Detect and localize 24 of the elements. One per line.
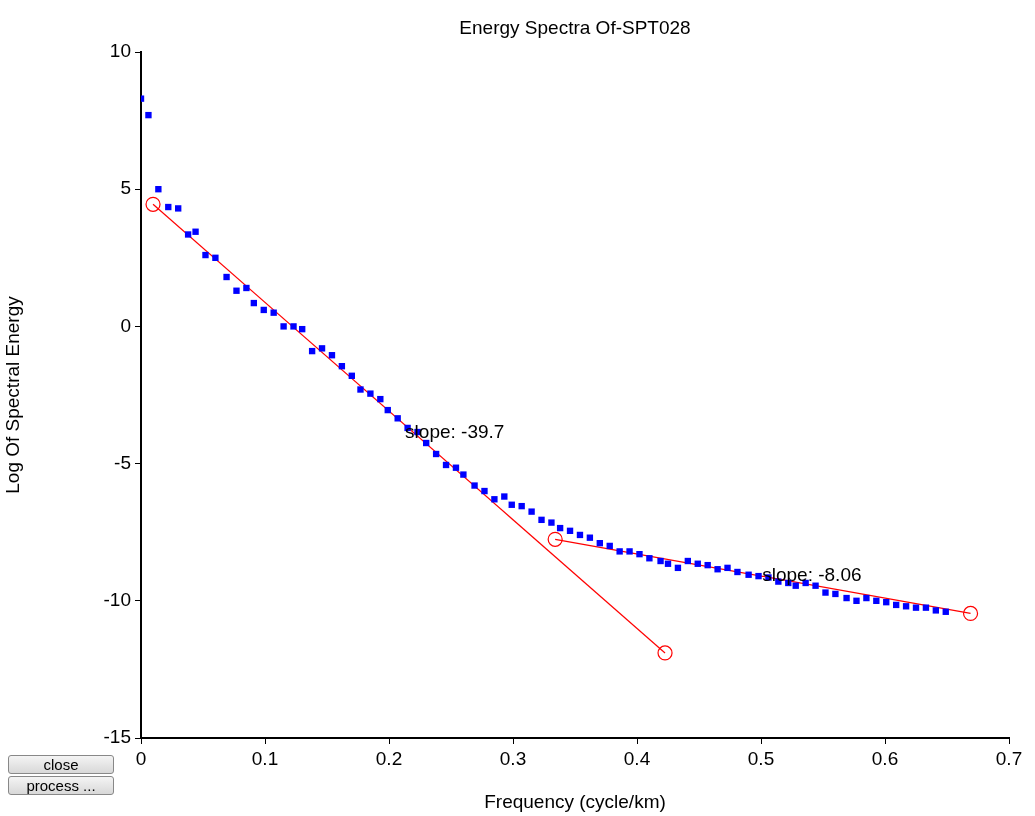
y-tick-label: -10 <box>103 589 131 611</box>
y-tick-label: 10 <box>109 40 131 62</box>
y-axis-title: Log Of Spectral Energy <box>1 295 23 494</box>
y-tick-label: -5 <box>114 451 131 473</box>
text: process ... <box>8 776 114 795</box>
x-tick-label: 0.3 <box>499 747 527 769</box>
point <box>657 645 673 661</box>
annotation: slope: -8.06 <box>762 563 862 585</box>
x-tick-label: 0.1 <box>251 747 279 769</box>
point <box>547 531 563 547</box>
y-tick-label: -15 <box>103 726 131 748</box>
x-tick-label: 0 <box>135 747 147 769</box>
text: close <box>8 755 114 774</box>
point <box>962 605 979 622</box>
x-axis-title: Frequency (cycle/km) <box>484 790 666 812</box>
chart-title: Energy Spectra Of-SPT028 <box>459 16 691 38</box>
x-tick-label: 0.6 <box>871 747 899 769</box>
y-tick-label: 5 <box>120 177 131 199</box>
x-tick-label: 0.2 <box>375 747 403 769</box>
x-tick-label: 0.5 <box>747 747 775 769</box>
x-tick-label: 0.7 <box>995 747 1023 769</box>
y-tick-label: 0 <box>120 314 131 336</box>
point <box>145 196 161 212</box>
x-tick-label: 0.4 <box>623 747 651 769</box>
